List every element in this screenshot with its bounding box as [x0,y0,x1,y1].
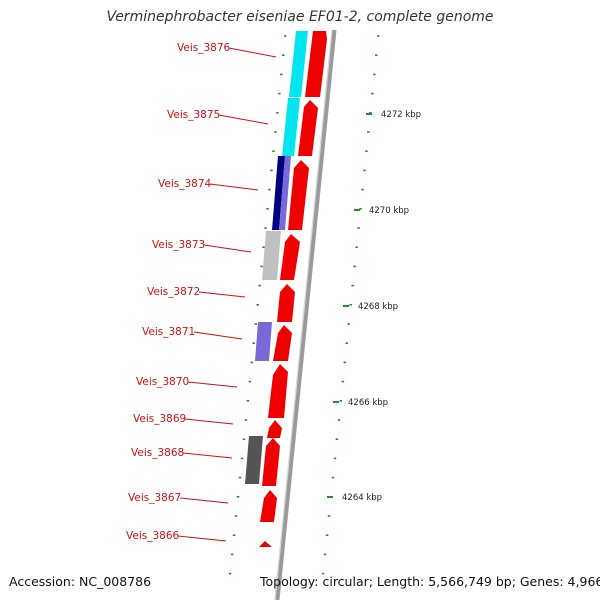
cog-block-veis-3874-b[interactable] [279,156,291,230]
cog-track [245,31,308,484]
accession-text: Accession: NC_008786 [9,574,152,589]
gene-label-veis-3874: Veis_3874 [158,178,212,190]
gene-arrow-veis-3866[interactable] [259,541,272,547]
cog-block-veis-3876[interactable] [289,31,308,97]
gene-arrow-veis-3869[interactable] [267,420,282,438]
gene-arrow-veis-3875[interactable] [298,100,318,156]
gene-leader-line [228,47,277,58]
gene-arrow-veis-3868[interactable] [262,438,280,486]
cog-block-veis-3875[interactable] [282,98,300,156]
gene-track [259,31,327,547]
gene-label-veis-3873: Veis_3873 [152,239,205,251]
cog-block-veis-3871[interactable] [255,322,272,361]
kbp-label: 4266 kbp [348,398,388,408]
gene-arrow-veis-3871[interactable] [273,325,292,361]
gene-arrow-veis-3873[interactable] [280,234,300,280]
gene-label-veis-3875: Veis_3875 [167,109,220,121]
gene-leader-line [198,291,246,298]
gene-label-veis-3876: Veis_3876 [177,42,231,54]
kbp-label: 4268 kbp [358,302,398,312]
gene-leader-line [179,497,229,504]
gene-label-veis-3872: Veis_3872 [147,286,200,298]
gene-leader-line [209,183,259,191]
gene-arrow-veis-3874[interactable] [288,160,309,230]
gene-labels: Veis_3876 Veis_3875 Veis_3874 Veis_3873 Veis… [126,42,277,542]
genome-backbone-highlight [274,29,333,600]
gene-label-veis-3870: Veis_3870 [136,376,189,388]
gene-arrow-veis-3867[interactable] [260,490,277,522]
kbp-labels: 4272 kbp 4270 kbp 4268 kbp 4266 kbp 4264 kbp [327,110,421,503]
kbp-label: 4272 kbp [381,110,421,120]
topology-text: Topology: circular; Length: 5,566,749 bp… [260,574,600,589]
gene-label-veis-3869: Veis_3869 [133,413,186,425]
gene-leader-line [177,535,227,542]
tick-marks [228,35,380,575]
cog-block-veis-3874-a[interactable] [272,156,285,230]
gene-leader-line [182,452,233,459]
gene-leader-line [184,418,234,425]
kbp-label: 4264 kbp [342,493,382,503]
gene-leader-line [203,244,252,253]
gene-leader-line [187,381,238,388]
genome-backbone [274,29,337,600]
map-title: Verminephrobacter eiseniae EF01-2, compl… [106,9,494,25]
cog-block-veis-3868[interactable] [245,436,263,484]
gene-label-veis-3871: Veis_3871 [142,326,195,338]
gene-arrow-veis-3872[interactable] [277,284,295,322]
gene-leader-line [193,331,243,340]
gene-label-veis-3866: Veis_3866 [126,530,180,542]
gene-label-veis-3868: Veis_3868 [131,447,184,459]
gene-arrow-veis-3870[interactable] [268,364,288,418]
gene-label-veis-3867: Veis_3867 [128,492,181,504]
kbp-label: 4270 kbp [369,206,409,216]
gene-leader-line [218,114,269,125]
gene-arrow-veis-3876[interactable] [305,31,327,97]
cog-block-veis-3873[interactable] [262,231,281,280]
